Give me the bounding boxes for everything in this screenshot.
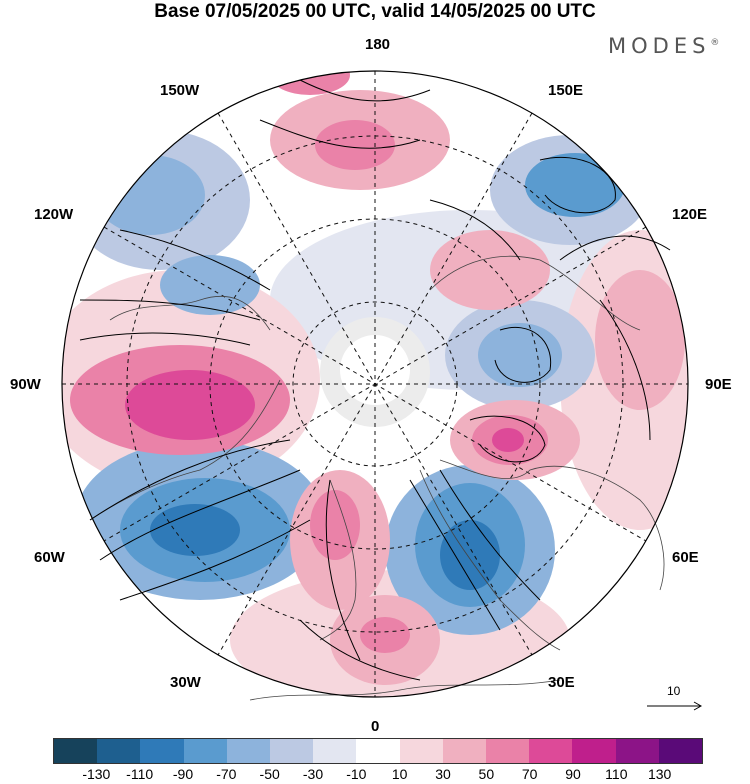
colorbar-swatch <box>270 739 314 763</box>
colorbar-swatch <box>183 739 227 763</box>
colorbar-tick-label: -10 <box>346 766 367 782</box>
colorbar-swatch <box>572 739 616 763</box>
colorbar-tick-label: -110 <box>126 766 154 782</box>
colorbar-tick-label: -90 <box>172 766 194 782</box>
colorbar-swatch <box>486 739 530 763</box>
colorbar-swatch <box>54 739 98 763</box>
coastlines <box>89 255 665 701</box>
lon-label-120w: 120W <box>34 206 74 223</box>
colorbar-swatch <box>399 739 443 763</box>
colorbar <box>53 738 703 764</box>
colorbar-swatch <box>529 739 573 763</box>
graticule <box>62 71 688 697</box>
modes-logo: MODES® <box>608 34 720 58</box>
map-title: Base 07/05/2025 00 UTC, valid 14/05/2025… <box>154 1 596 22</box>
reference-vector-label: 10 <box>667 684 681 698</box>
lon-label-30e: 30E <box>548 674 575 691</box>
reference-arrow-icon <box>647 701 703 711</box>
lon-label-180: 180 <box>365 36 391 53</box>
colorbar-swatch <box>658 739 703 763</box>
map-border <box>61 70 689 698</box>
colorbar-tick-label: 70 <box>521 766 538 782</box>
lon-label-90w: 90W <box>10 376 41 393</box>
lon-label-150w: 150W <box>160 82 200 99</box>
colorbar-ticks: -130 -110 -90 -70 -50 -30 -10 10 30 50 70 90 110 130 <box>0 766 750 784</box>
lon-label-30w: 30W <box>170 674 201 691</box>
lon-label-150e: 150E <box>548 82 584 99</box>
lon-label-0: 0 <box>371 718 380 735</box>
colorbar-swatch <box>97 739 141 763</box>
colorbar-swatch <box>356 739 400 763</box>
lon-label-60e: 60E <box>672 549 699 566</box>
lon-label-90e: 90E <box>705 376 732 393</box>
lon-label-60w: 60W <box>34 549 65 566</box>
colorbar-tick-label: 90 <box>565 766 581 782</box>
colorbar-swatch <box>226 739 271 763</box>
colorbar-tick-label: 50 <box>478 766 495 782</box>
colorbar-swatch <box>313 739 357 763</box>
colorbar-tick-label: 30 <box>435 766 451 782</box>
colorbar-tick-label: 130 <box>647 766 672 782</box>
reference-vector: 10 <box>645 684 705 724</box>
colorbar-swatch <box>442 739 487 763</box>
colorbar-swatch <box>615 739 659 763</box>
colorbar-tick-label: -130 <box>82 766 111 782</box>
colorbar-tick-label: 110 <box>605 766 628 782</box>
colorbar-swatch <box>140 739 184 763</box>
lon-label-120e: 120E <box>672 206 708 223</box>
colorbar-tick-label: -30 <box>302 766 324 782</box>
colorbar-tick-label: -50 <box>259 766 280 782</box>
colorbar-tick-label: 10 <box>391 766 408 782</box>
anomaly-field <box>62 71 688 697</box>
colorbar-tick-label: -70 <box>216 766 237 782</box>
